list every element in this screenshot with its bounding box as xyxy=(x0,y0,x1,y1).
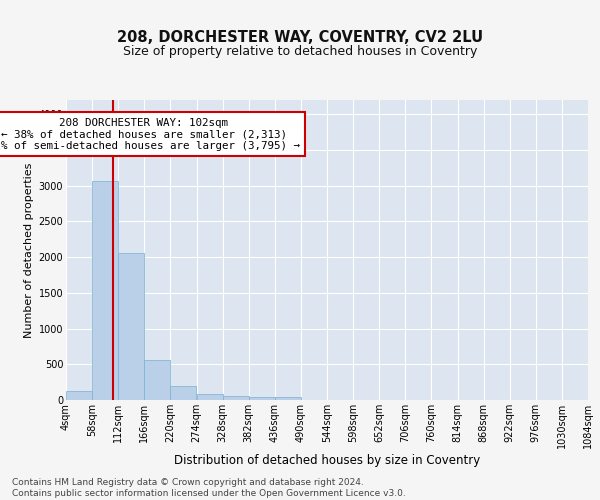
Bar xyxy=(170,386,196,400)
Y-axis label: Number of detached properties: Number of detached properties xyxy=(25,162,34,338)
Bar xyxy=(197,394,223,400)
Text: 208, DORCHESTER WAY, COVENTRY, CV2 2LU: 208, DORCHESTER WAY, COVENTRY, CV2 2LU xyxy=(117,30,483,45)
Bar xyxy=(223,396,249,400)
X-axis label: Distribution of detached houses by size in Coventry: Distribution of detached houses by size … xyxy=(174,454,480,466)
Bar xyxy=(145,360,170,400)
Bar xyxy=(118,253,144,400)
Text: Size of property relative to detached houses in Coventry: Size of property relative to detached ho… xyxy=(123,45,477,58)
Bar xyxy=(249,397,275,400)
Bar xyxy=(92,182,118,400)
Bar xyxy=(275,397,301,400)
Text: Contains HM Land Registry data © Crown copyright and database right 2024.
Contai: Contains HM Land Registry data © Crown c… xyxy=(12,478,406,498)
Bar xyxy=(66,390,92,400)
Text: 208 DORCHESTER WAY: 102sqm
← 38% of detached houses are smaller (2,313)
62% of s: 208 DORCHESTER WAY: 102sqm ← 38% of deta… xyxy=(0,118,300,151)
